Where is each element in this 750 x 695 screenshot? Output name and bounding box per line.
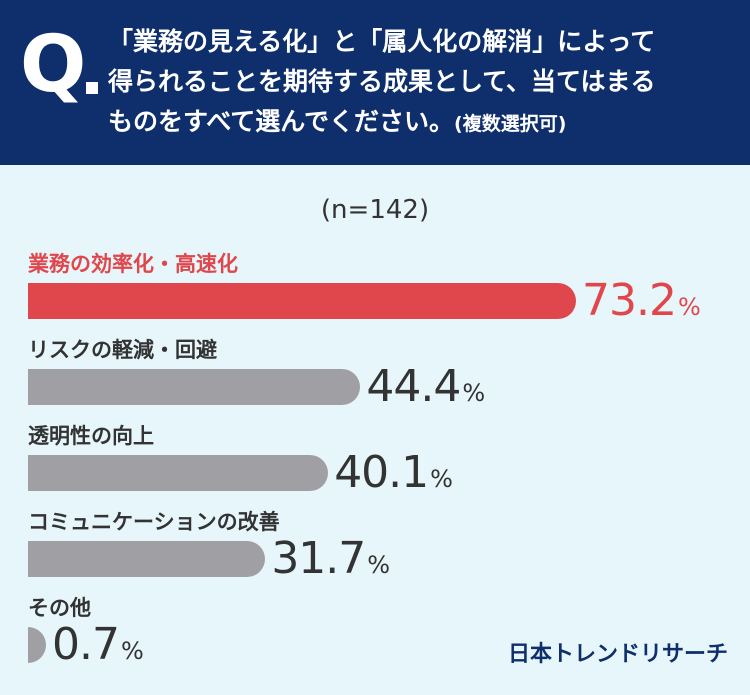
bar: [28, 283, 576, 319]
value-unit: %: [462, 379, 486, 407]
value-unit: %: [120, 637, 144, 665]
value-number: 73.2: [582, 275, 677, 326]
category-label: リスクの軽減・回避: [28, 338, 217, 362]
q-mark: Q: [20, 20, 86, 110]
value-label: 73.2%: [582, 279, 701, 329]
category-label: コミュニケーションの改善: [28, 510, 280, 534]
question-line-1: 「業務の見える化」と「属人化の解消」によって: [108, 27, 656, 56]
value-number: 0.7: [52, 619, 120, 670]
question-text: 「業務の見える化」と「属人化の解消」によって 得られることを期待する成果として、…: [108, 22, 738, 144]
brand-logo: 日本トレンドリサーチ: [508, 642, 729, 667]
value-unit: %: [367, 551, 391, 579]
value-number: 44.4: [366, 361, 461, 412]
value-number: 31.7: [271, 533, 366, 584]
category-label: 業務の効率化・高速化: [28, 252, 238, 276]
bar: [28, 541, 266, 577]
value-label: 31.7%: [271, 537, 390, 587]
bar: [28, 369, 361, 405]
question-header: Q 「業務の見える化」と「属人化の解消」によって 得られることを期待する成果とし…: [0, 0, 750, 165]
category-label: 透明性の向上: [28, 424, 154, 448]
question-line-2: 得られることを期待する成果として、当てはまる: [108, 67, 656, 96]
value-label: 44.4%: [366, 365, 485, 415]
sample-size-label: (n=142): [320, 195, 430, 225]
value-unit: %: [677, 293, 701, 321]
question-line-3-text: ものをすべて選んでください。: [108, 107, 455, 136]
value-unit: %: [430, 465, 453, 493]
value-label: 0.7%: [52, 623, 144, 673]
bar: [28, 455, 329, 491]
value-label: 40.1%: [334, 451, 453, 501]
question-line-3: ものをすべて選んでください。(複数選択可): [108, 102, 738, 144]
bar: [28, 627, 46, 663]
q-dot: [86, 82, 98, 94]
value-number: 40.1: [334, 447, 429, 498]
category-label: その他: [28, 596, 91, 620]
question-note: (複数選択可): [454, 113, 567, 135]
